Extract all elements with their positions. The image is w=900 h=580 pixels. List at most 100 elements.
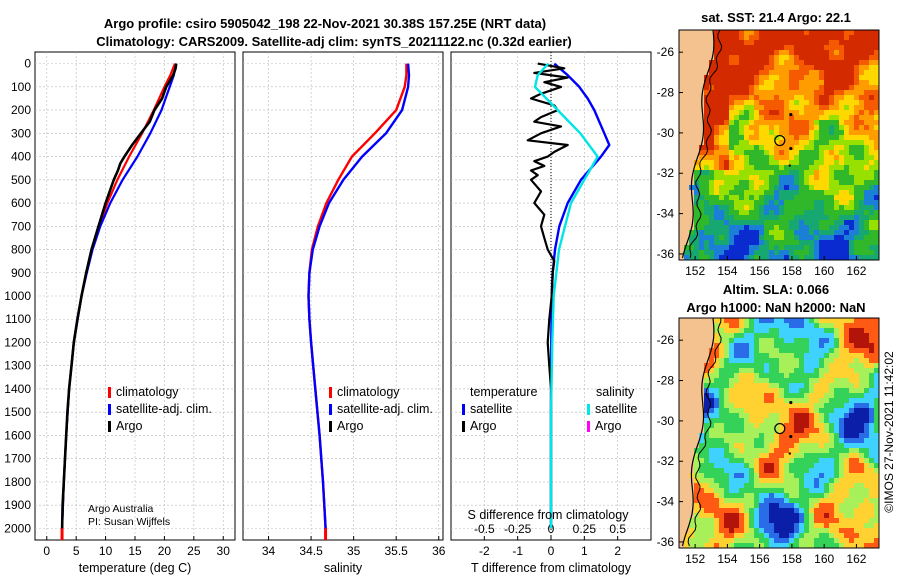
map-cell	[704, 453, 709, 458]
map-cell	[864, 498, 869, 503]
map-cell	[819, 348, 824, 353]
map-cell	[754, 428, 759, 433]
map-cell	[734, 145, 739, 150]
map-cell	[714, 388, 719, 393]
salinity-difference-label: S difference from climatology	[468, 508, 630, 522]
map-cell	[789, 135, 794, 140]
map-cell	[709, 468, 714, 473]
map-cell	[749, 408, 754, 413]
map-cell	[764, 180, 769, 185]
map-cell	[679, 60, 684, 65]
map-cell	[709, 543, 714, 548]
map-cell	[769, 190, 774, 195]
map-cell	[734, 85, 739, 90]
map-cell	[829, 180, 834, 185]
map-cell	[709, 443, 714, 448]
map-cell	[744, 220, 749, 225]
map-cell	[799, 60, 804, 65]
map-cell	[769, 115, 774, 120]
map-cell	[774, 220, 779, 225]
map-cell	[699, 518, 704, 523]
map-cell	[704, 403, 709, 408]
map-cell	[854, 215, 859, 220]
map-cell	[759, 145, 764, 150]
map-cell	[779, 508, 784, 513]
map-cell	[719, 358, 724, 363]
map-cell	[679, 240, 684, 245]
map-cell	[784, 210, 789, 215]
map-cell	[679, 488, 684, 493]
map-cell	[774, 245, 779, 250]
map-cell	[819, 135, 824, 140]
map-cell	[724, 403, 729, 408]
map-cell	[844, 433, 849, 438]
map-cell	[869, 180, 874, 185]
map-cell	[869, 338, 874, 343]
map-cell	[869, 533, 874, 538]
map-cell	[789, 473, 794, 478]
map-cell	[719, 220, 724, 225]
map-cell	[849, 165, 854, 170]
map-cell	[689, 383, 694, 388]
map-cell	[764, 55, 769, 60]
float-dot	[788, 452, 792, 455]
map-cell	[754, 333, 759, 338]
map-cell	[804, 40, 809, 45]
map-cell	[779, 528, 784, 533]
map-cell	[729, 145, 734, 150]
map-cell	[764, 418, 769, 423]
map-cell	[839, 478, 844, 483]
map-cell	[724, 438, 729, 443]
map-cell	[804, 45, 809, 50]
map-cell	[814, 478, 819, 483]
map-cell	[709, 518, 714, 523]
map-cell	[804, 433, 809, 438]
map-cell	[784, 358, 789, 363]
map-cell	[864, 378, 869, 383]
map-cell	[809, 408, 814, 413]
map-cell	[769, 155, 774, 160]
map-cell	[734, 503, 739, 508]
map-cell	[689, 135, 694, 140]
map-cell	[709, 65, 714, 70]
map-cell	[784, 323, 789, 328]
map-cell	[809, 135, 814, 140]
map-cell	[694, 120, 699, 125]
map-cell	[789, 373, 794, 378]
map-cell	[824, 145, 829, 150]
map-cell	[749, 333, 754, 338]
map-cell	[739, 125, 744, 130]
map-cell	[864, 150, 869, 155]
map-cell	[704, 418, 709, 423]
map-cell	[754, 130, 759, 135]
map-cell	[814, 55, 819, 60]
map-cell	[744, 443, 749, 448]
map-cell	[869, 205, 874, 210]
map-cell	[684, 363, 689, 368]
map-cell	[724, 45, 729, 50]
map-cell	[754, 70, 759, 75]
map-cell	[719, 493, 724, 498]
map-cell	[869, 130, 874, 135]
map-cell	[694, 473, 699, 478]
map-cell	[679, 180, 684, 185]
map-cell	[749, 255, 754, 260]
map-cell	[794, 240, 799, 245]
map-cell	[839, 343, 844, 348]
map-cell	[869, 215, 874, 220]
map-cell	[829, 250, 834, 255]
map-cell	[794, 333, 799, 338]
map-cell	[819, 80, 824, 85]
map-cell	[809, 120, 814, 125]
map-cell	[829, 428, 834, 433]
map-cell	[774, 75, 779, 80]
map-cell	[699, 145, 704, 150]
map-cell	[729, 135, 734, 140]
map-cell	[714, 230, 719, 235]
map-cell	[754, 533, 759, 538]
map-cell	[854, 175, 859, 180]
map-cell	[744, 383, 749, 388]
map-cell	[709, 463, 714, 468]
map-cell	[804, 523, 809, 528]
map-cell	[709, 428, 714, 433]
